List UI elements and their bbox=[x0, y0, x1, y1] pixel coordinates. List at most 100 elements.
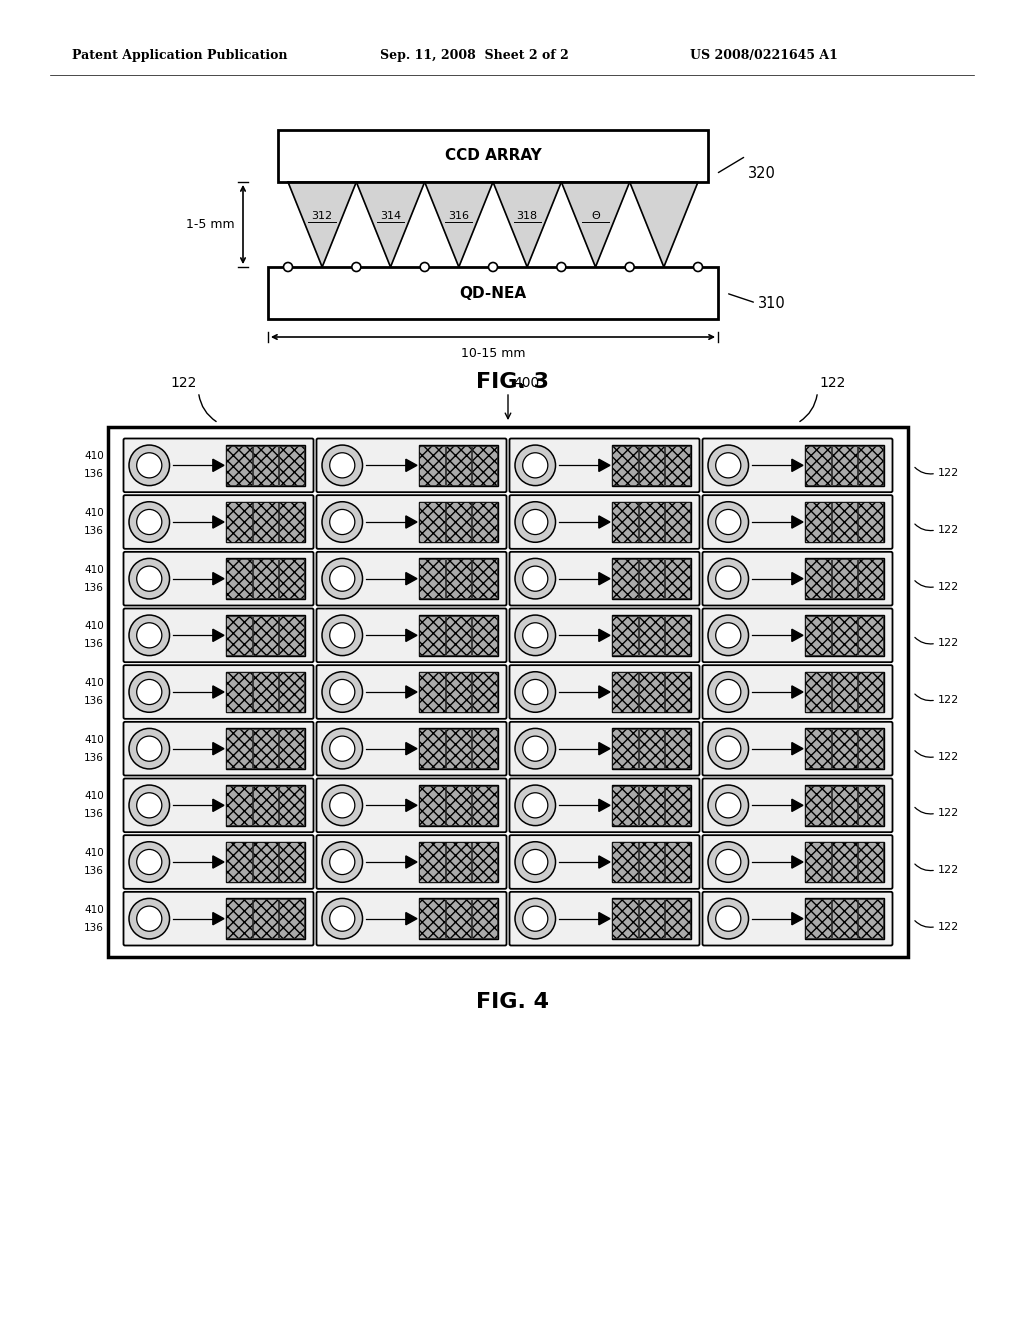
Bar bbox=[226, 899, 252, 939]
Bar bbox=[419, 445, 498, 486]
FancyBboxPatch shape bbox=[510, 722, 699, 775]
Bar bbox=[472, 615, 497, 655]
Circle shape bbox=[515, 729, 556, 770]
Polygon shape bbox=[425, 182, 493, 267]
FancyBboxPatch shape bbox=[316, 779, 507, 832]
Polygon shape bbox=[213, 573, 224, 585]
Circle shape bbox=[136, 510, 162, 535]
Bar bbox=[665, 842, 690, 882]
Circle shape bbox=[716, 623, 740, 648]
Bar bbox=[612, 502, 638, 541]
Polygon shape bbox=[406, 630, 417, 642]
Bar bbox=[858, 446, 883, 484]
Bar bbox=[472, 672, 497, 711]
Polygon shape bbox=[561, 182, 630, 267]
Circle shape bbox=[716, 906, 740, 931]
Bar bbox=[806, 502, 830, 541]
Bar bbox=[420, 502, 444, 541]
FancyBboxPatch shape bbox=[702, 722, 893, 775]
FancyBboxPatch shape bbox=[702, 495, 893, 549]
Bar bbox=[858, 558, 883, 598]
Text: CCD ARRAY: CCD ARRAY bbox=[444, 149, 542, 164]
Text: 122: 122 bbox=[938, 751, 959, 762]
FancyBboxPatch shape bbox=[124, 836, 313, 888]
Text: Θ: Θ bbox=[591, 211, 600, 220]
Text: 122: 122 bbox=[938, 921, 959, 932]
Text: 122: 122 bbox=[938, 696, 959, 705]
Bar bbox=[253, 558, 278, 598]
Bar bbox=[612, 729, 690, 770]
Bar bbox=[419, 785, 498, 825]
Bar bbox=[612, 615, 690, 656]
Circle shape bbox=[708, 672, 749, 713]
Polygon shape bbox=[792, 743, 803, 755]
Text: 410: 410 bbox=[84, 622, 104, 631]
Bar bbox=[665, 446, 690, 484]
Circle shape bbox=[322, 785, 362, 825]
Bar bbox=[612, 899, 638, 939]
Bar bbox=[639, 615, 664, 655]
Polygon shape bbox=[792, 573, 803, 585]
Polygon shape bbox=[599, 855, 610, 869]
FancyBboxPatch shape bbox=[510, 609, 699, 663]
Bar bbox=[226, 558, 252, 598]
FancyBboxPatch shape bbox=[124, 665, 313, 719]
Circle shape bbox=[522, 510, 548, 535]
Circle shape bbox=[515, 615, 556, 656]
Bar bbox=[253, 785, 278, 825]
Bar bbox=[665, 672, 690, 711]
FancyBboxPatch shape bbox=[702, 438, 893, 492]
Bar bbox=[108, 426, 908, 957]
Bar bbox=[806, 842, 830, 882]
Text: Patent Application Publication: Patent Application Publication bbox=[72, 49, 288, 62]
Text: 122: 122 bbox=[938, 639, 959, 648]
Bar bbox=[665, 729, 690, 768]
Text: 1-5 mm: 1-5 mm bbox=[186, 218, 234, 231]
Bar bbox=[253, 842, 278, 882]
Bar bbox=[665, 502, 690, 541]
FancyBboxPatch shape bbox=[316, 892, 507, 945]
Text: 400: 400 bbox=[513, 376, 540, 389]
Circle shape bbox=[330, 906, 355, 931]
Bar bbox=[858, 502, 883, 541]
Bar bbox=[612, 445, 690, 486]
Bar bbox=[805, 615, 884, 656]
Polygon shape bbox=[599, 743, 610, 755]
Circle shape bbox=[136, 453, 162, 478]
Text: 410: 410 bbox=[84, 678, 104, 688]
Bar bbox=[279, 785, 304, 825]
Polygon shape bbox=[599, 459, 610, 471]
Polygon shape bbox=[792, 912, 803, 925]
Bar bbox=[612, 558, 638, 598]
Bar bbox=[445, 842, 471, 882]
FancyBboxPatch shape bbox=[316, 438, 507, 492]
Polygon shape bbox=[406, 686, 417, 698]
Bar bbox=[612, 785, 690, 825]
Bar bbox=[639, 729, 664, 768]
Bar bbox=[420, 615, 444, 655]
FancyBboxPatch shape bbox=[702, 665, 893, 719]
Bar bbox=[805, 785, 884, 825]
Bar bbox=[639, 558, 664, 598]
Circle shape bbox=[136, 680, 162, 705]
Circle shape bbox=[136, 906, 162, 931]
Text: 122: 122 bbox=[938, 808, 959, 818]
Bar bbox=[665, 899, 690, 939]
FancyBboxPatch shape bbox=[124, 779, 313, 832]
Bar bbox=[612, 502, 690, 543]
Bar bbox=[253, 615, 278, 655]
Bar bbox=[419, 672, 498, 713]
FancyBboxPatch shape bbox=[124, 722, 313, 775]
Circle shape bbox=[708, 558, 749, 599]
Text: 136: 136 bbox=[84, 752, 104, 763]
Text: 314: 314 bbox=[380, 211, 401, 220]
Polygon shape bbox=[630, 182, 698, 267]
Text: 122: 122 bbox=[938, 469, 959, 478]
FancyBboxPatch shape bbox=[702, 609, 893, 663]
Bar bbox=[226, 899, 304, 939]
Circle shape bbox=[352, 263, 360, 272]
Circle shape bbox=[322, 899, 362, 939]
Polygon shape bbox=[599, 686, 610, 698]
Circle shape bbox=[515, 558, 556, 599]
Polygon shape bbox=[406, 912, 417, 925]
